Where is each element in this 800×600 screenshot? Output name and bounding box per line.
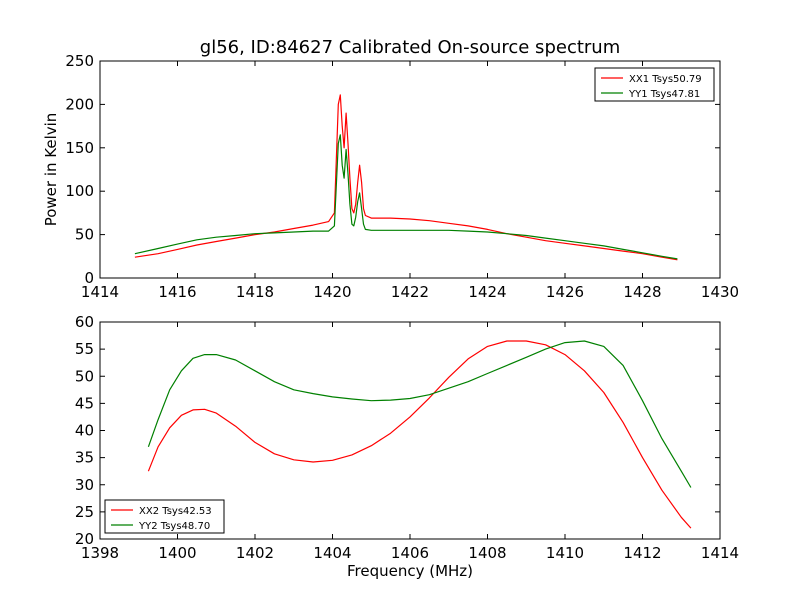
x-tick-label: 1410 — [546, 544, 584, 562]
x-tick-label: 1428 — [623, 283, 661, 301]
y-tick-label: 25 — [75, 503, 94, 521]
series-line-2 — [134, 134, 678, 260]
x-tick-label: 1400 — [158, 544, 196, 562]
x-tick-label: 1414 — [81, 283, 119, 301]
x-tick-label: 1414 — [701, 544, 739, 562]
legend-entry: XX2 Tsys42.53 — [139, 506, 212, 517]
y-tick-label: 45 — [75, 394, 94, 412]
y-tick-label: 30 — [75, 476, 94, 494]
x-tick-label: 1404 — [313, 544, 351, 562]
x-tick-label: 1416 — [158, 283, 196, 301]
x-tick-label: 1398 — [81, 544, 119, 562]
y-tick-label: 50 — [75, 367, 94, 385]
y-tick-label: 200 — [65, 95, 94, 113]
y-tick-label: 20 — [75, 530, 94, 548]
x-tick-label: 1412 — [623, 544, 661, 562]
y-tick-label: 250 — [65, 52, 94, 70]
figure-title: gl56, ID:84627 Calibrated On-source spec… — [200, 37, 620, 58]
x-tick-label: 1426 — [546, 283, 584, 301]
series-line-1 — [134, 94, 678, 261]
x-tick-label: 1418 — [236, 283, 274, 301]
x-tick-label: 1402 — [236, 544, 274, 562]
x-tick-label: 1408 — [468, 544, 506, 562]
x-tick-label: 1406 — [391, 544, 429, 562]
x-tick-label: 1420 — [313, 283, 351, 301]
y-tick-label: 40 — [75, 422, 94, 440]
y-tick-label: 0 — [84, 269, 94, 287]
x-tick-label: 1430 — [701, 283, 739, 301]
bottom-panel: 1398 1400 1402 1404 1406 1408 1410 1412 1414 20 25… — [75, 313, 739, 580]
y-tick-label: 55 — [75, 340, 94, 358]
y-tick-label: 150 — [65, 139, 94, 157]
x-tick-label: 1422 — [391, 283, 429, 301]
y-axis-label: Power in Kelvin — [42, 113, 60, 227]
x-tick-label: 1424 — [468, 283, 506, 301]
x-axis-label: Frequency (MHz) — [347, 562, 473, 580]
y-tick-label: 35 — [75, 449, 94, 467]
legend-entry: XX1 Tsys50.79 — [629, 74, 702, 85]
series-line-1 — [147, 340, 692, 529]
legend-box — [594, 67, 715, 102]
legend-entry: YY1 Tsys47.81 — [628, 89, 700, 100]
legend-entry: YY2 Tsys48.70 — [138, 521, 210, 532]
top-panel: 1414 1416 1418 1420 1422 1424 1426 1428 1430 0 50 1… — [42, 52, 739, 301]
series-line-2 — [147, 340, 692, 488]
y-tick-label: 50 — [75, 226, 94, 244]
legend-box — [104, 499, 225, 534]
y-tick-label: 100 — [65, 182, 94, 200]
y-tick-label: 60 — [75, 313, 94, 331]
